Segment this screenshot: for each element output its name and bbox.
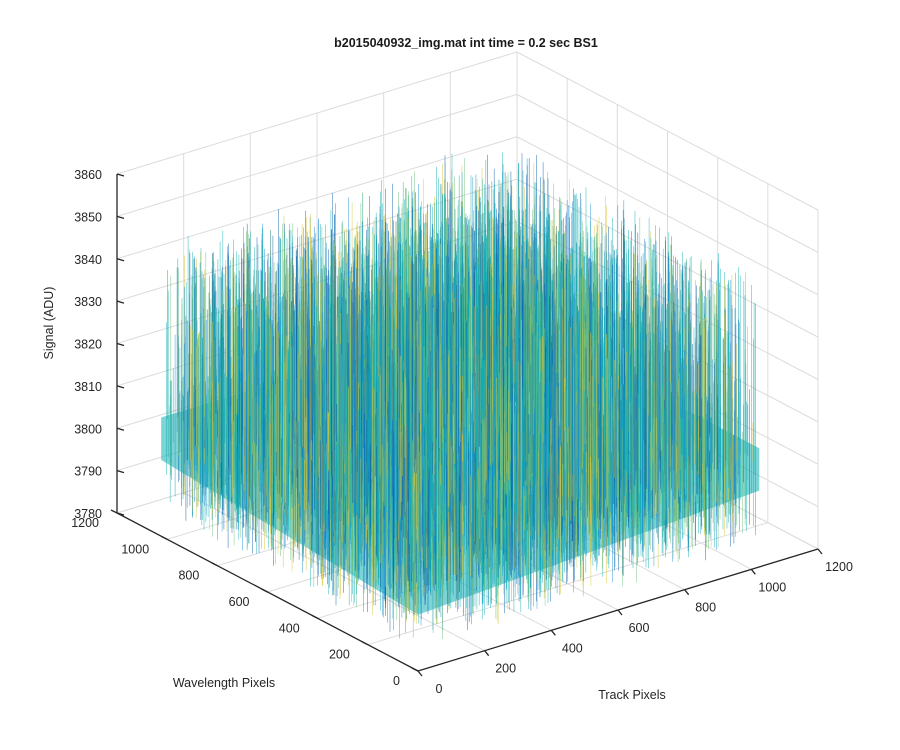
side-wall-grid-line (516, 136, 819, 296)
back-wall-grid-line (116, 93, 518, 217)
side-wall-grid-line (516, 51, 819, 211)
back-wall-grid-line (116, 136, 518, 260)
back-wall-grid-line (116, 51, 518, 175)
surface-data (161, 152, 760, 639)
side-wall-grid-line (516, 93, 819, 253)
floor-grid-line (367, 522, 768, 646)
